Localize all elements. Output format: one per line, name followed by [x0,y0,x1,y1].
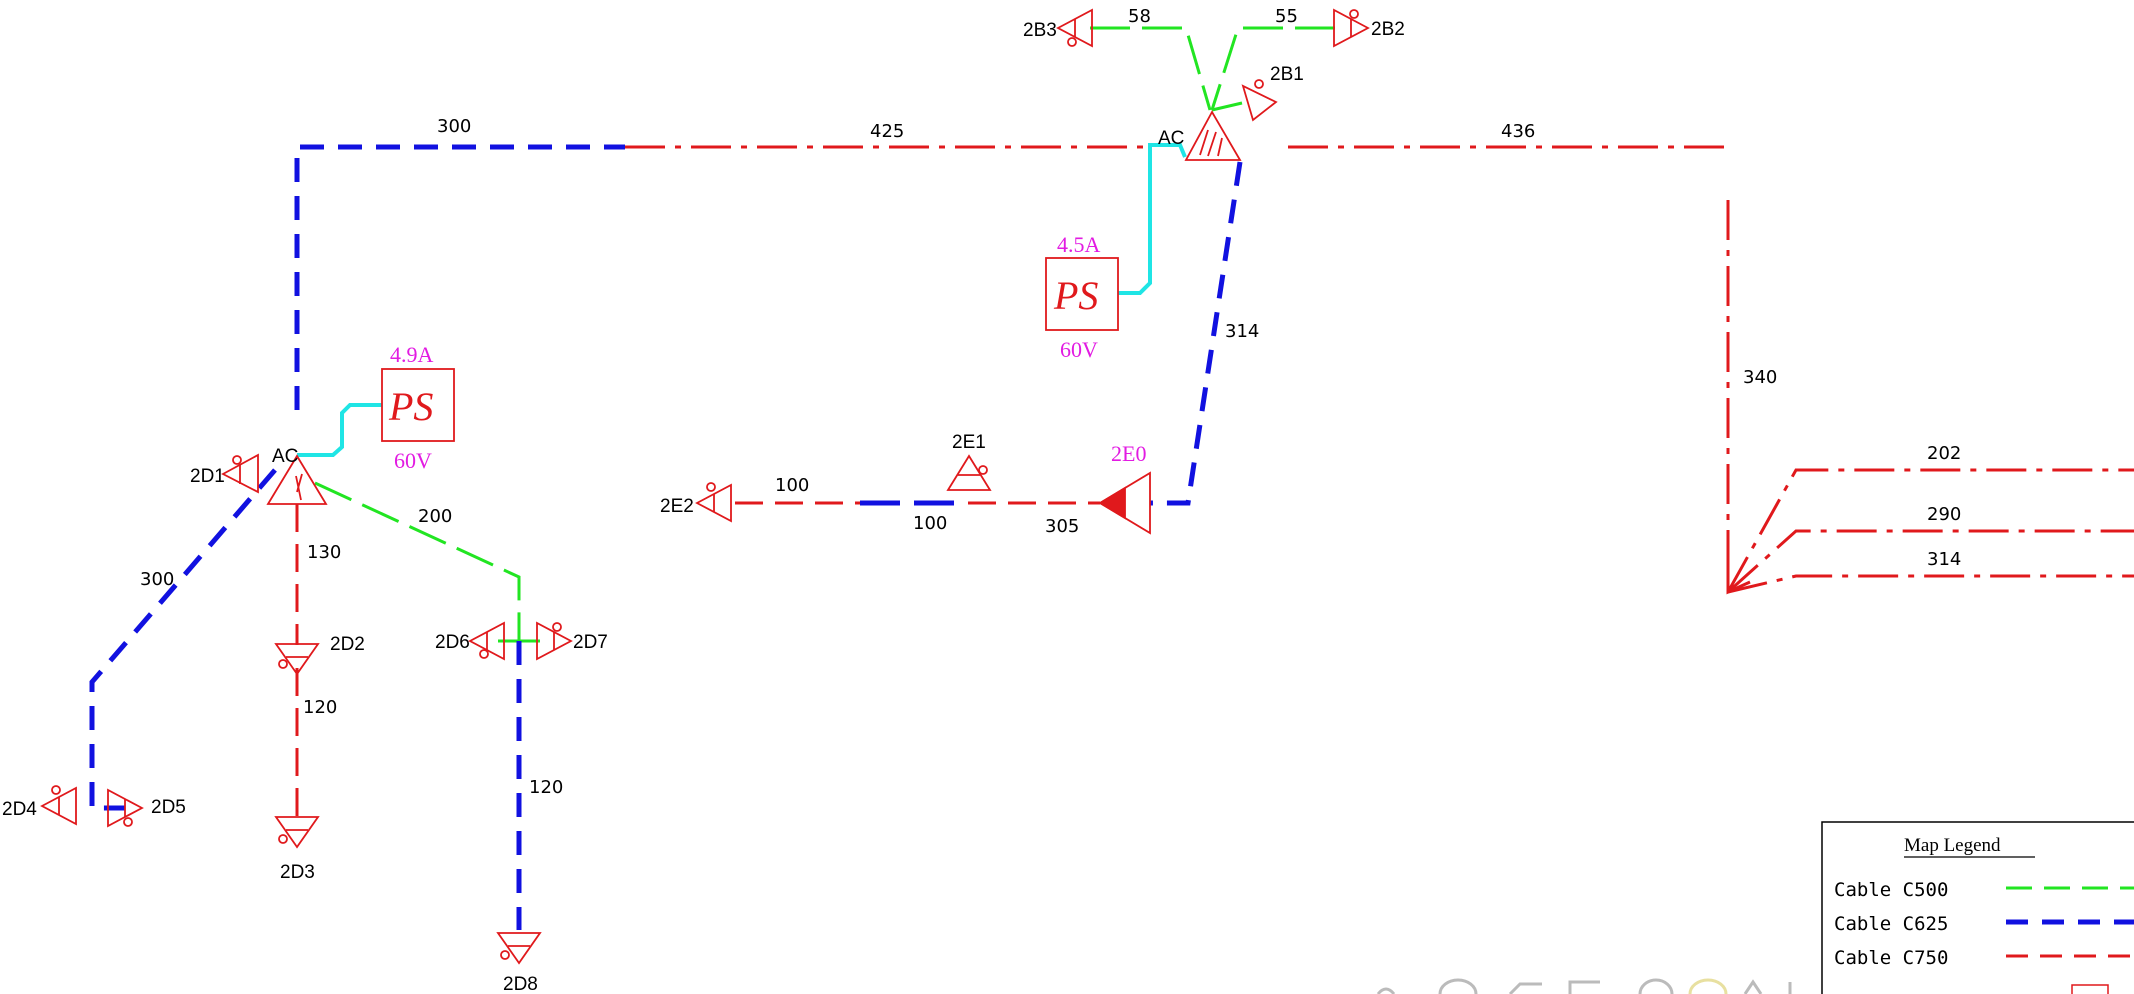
ps-top-voltage: 60V [1060,337,1098,362]
ps-left-voltage: 60V [394,448,432,473]
length-top-blue: 300 [437,116,471,137]
tap-2b1-icon [1243,80,1276,120]
length-d120b: 120 [529,777,563,798]
device-label-2d7: 2D7 [573,632,608,653]
length-e2-100: 100 [775,475,809,496]
legend-label-c500: Cable C500 [1834,879,1948,901]
length-top-red: 425 [870,121,904,142]
ps-left-current: 4.9A [390,342,434,367]
length-r3: 314 [1927,549,1961,570]
ac-amplifier-top-icon [1186,112,1240,160]
tap-2b3-icon [1058,10,1092,46]
ps-left-label: PS [388,384,433,429]
ps-top-current: 4.5A [1057,232,1101,257]
tap-2e1-icon [948,456,990,490]
device-label-2d1: 2D1 [190,466,225,487]
cable-c625-d300 [92,470,275,808]
tap-2e2-icon [697,483,731,521]
legend-label-c625: Cable C625 [1834,913,1948,935]
cable-c500-58 [1090,28,1210,110]
tap-2d1-icon [223,455,258,492]
length-right-down: 340 [1743,367,1777,388]
cable-c500-2b1 [1212,103,1242,110]
tap-2d4-icon [42,786,76,824]
tap-2d7-icon [537,623,571,659]
map-legend: Map Legend Cable C500 Cable C625 Cable C… [1822,822,2134,994]
length-d130: 130 [307,542,341,563]
device-label-2b1: 2B1 [1270,64,1304,85]
length-top-right: 436 [1501,121,1535,142]
device-label-2b2: 2B2 [1371,19,1405,40]
ac-feed-left [297,405,382,455]
ac-label-left: AC [272,446,298,467]
watermark-partial [1378,980,1790,994]
length-r2: 290 [1927,504,1961,525]
device-label-2e2: 2E2 [660,496,694,517]
device-label-2d4: 2D4 [2,799,37,820]
device-label-2d5: 2D5 [151,797,186,818]
device-label-2d2: 2D2 [330,634,365,655]
device-label-2d8: 2D8 [503,974,538,994]
tap-2d3-icon [276,817,318,847]
length-r1: 202 [1927,443,1961,464]
cable-c625-top [297,147,625,410]
ac-label-top: AC [1158,128,1184,149]
device-label-2b3: 2B3 [1023,20,1057,41]
device-label-2e1: 2E1 [952,432,986,453]
length-e-100: 100 [913,513,947,534]
length-d300: 300 [140,569,174,590]
ps-top-label: PS [1053,273,1098,318]
tap-2b2-icon [1334,10,1368,46]
amplifier-2e0-icon [1100,473,1150,533]
length-b1-e0: 314 [1225,321,1259,342]
legend-label-c750: Cable C750 [1834,947,1948,969]
ac-feed-top [1118,145,1185,293]
device-label-2d3: 2D3 [280,862,315,883]
tap-2d8-icon [498,933,540,963]
length-b3: 58 [1128,6,1151,27]
device-label-2d6: 2D6 [435,632,470,653]
cable-c750-314 [1728,576,2134,592]
cable-c500-d200 [315,483,519,641]
length-d120a: 120 [303,697,337,718]
legend-title: Map Legend [1904,835,2001,856]
length-d200: 200 [418,506,452,527]
length-e-305: 305 [1045,516,1079,537]
length-b2: 55 [1275,6,1298,27]
device-label-2e0: 2E0 [1111,441,1146,466]
